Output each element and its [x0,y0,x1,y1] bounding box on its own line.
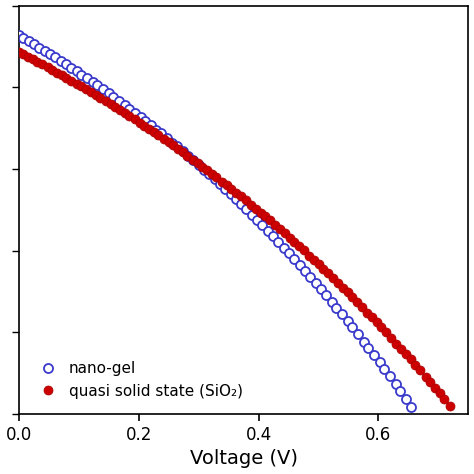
nano-gel [323,292,329,298]
quasi solid state (SiO₂) [447,403,453,409]
Line: nano-gel: nano-gel [14,31,416,411]
nano-gel [365,345,371,350]
X-axis label: Voltage (V): Voltage (V) [190,449,298,468]
Legend: nano-gel, quasi solid state (SiO₂): nano-gel, quasi solid state (SiO₂) [27,354,251,406]
quasi solid state (SiO₂) [146,126,152,132]
quasi solid state (SiO₂) [383,329,389,335]
quasi solid state (SiO₂) [374,319,380,325]
nano-gel [16,32,21,38]
nano-gel [47,51,53,57]
nano-gel [329,299,335,305]
nano-gel [313,281,319,286]
nano-gel [409,404,414,410]
quasi solid state (SiO₂) [16,49,21,55]
Line: quasi solid state (SiO₂): quasi solid state (SiO₂) [14,47,455,410]
quasi solid state (SiO₂) [74,81,80,87]
quasi solid state (SiO₂) [428,379,433,385]
quasi solid state (SiO₂) [316,262,321,267]
nano-gel [339,311,345,317]
